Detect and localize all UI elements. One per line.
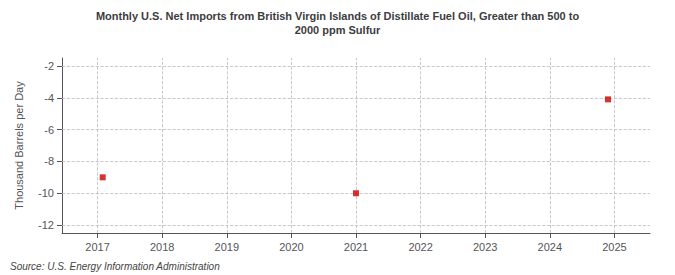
svg-text:2020: 2020: [279, 241, 303, 253]
svg-text:Source: U.S. Energy Informatio: Source: U.S. Energy Information Administ…: [10, 261, 220, 272]
svg-text:-6: -6: [44, 124, 54, 136]
svg-text:2025: 2025: [602, 241, 626, 253]
svg-text:-2: -2: [44, 60, 54, 72]
svg-text:-10: -10: [38, 187, 54, 199]
svg-text:Monthly U.S. Net Imports from: Monthly U.S. Net Imports from British Vi…: [96, 10, 580, 22]
svg-text:2023: 2023: [473, 241, 497, 253]
svg-text:-4: -4: [44, 92, 54, 104]
svg-text:2018: 2018: [150, 241, 174, 253]
svg-text:2000 ppm Sulfur: 2000 ppm Sulfur: [295, 24, 381, 36]
svg-text:2024: 2024: [538, 241, 562, 253]
svg-text:2017: 2017: [85, 241, 109, 253]
svg-text:2021: 2021: [344, 241, 368, 253]
svg-text:Thousand Barrels per Day: Thousand Barrels per Day: [13, 81, 25, 210]
svg-text:2022: 2022: [408, 241, 432, 253]
svg-text:-8: -8: [44, 155, 54, 167]
svg-text:-12: -12: [38, 219, 54, 231]
svg-text:2019: 2019: [215, 241, 239, 253]
